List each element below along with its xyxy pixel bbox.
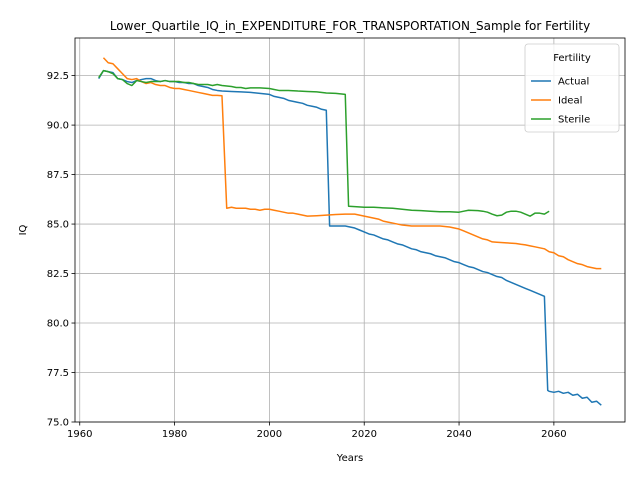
series-line-sterile (98, 69, 550, 217)
grid (75, 38, 625, 423)
plot-frame (74, 37, 626, 423)
y-tick-label: 77.5 (47, 368, 69, 379)
y-tick-label: 87.5 (47, 170, 69, 181)
x-tick-label: 1980 (162, 429, 187, 440)
axis-ticks: 1960 1980 2000 2020 2040 2060 75.0 77.5 80.0 82.5… (47, 71, 567, 440)
legend-entries: Actual Ideal Sterile (531, 77, 590, 126)
x-tick-label: 2040 (446, 429, 471, 440)
x-tick-label: 2060 (541, 429, 566, 440)
chart-title: Lower_Quartile_IQ_in_EXPENDITURE_FOR_TRA… (110, 19, 590, 33)
x-tick-label: 2020 (351, 429, 376, 440)
legend-label-actual: Actual (558, 77, 589, 88)
legend: Fertility Actual Ideal Sterile (524, 43, 620, 133)
legend-label-sterile: Sterile (558, 115, 590, 126)
legend-label-ideal: Ideal (558, 96, 582, 107)
y-tick-label: 85.0 (47, 220, 69, 231)
y-tick-label: 82.5 (47, 269, 69, 280)
y-tick-label: 92.5 (47, 71, 69, 82)
x-tick-label: 1960 (67, 429, 92, 440)
y-tick-label: 90.0 (47, 121, 69, 132)
series-lines (98, 57, 602, 406)
legend-title: Fertility (553, 53, 591, 64)
y-tick-label: 80.0 (47, 319, 69, 330)
y-tick-label: 75.0 (47, 418, 69, 429)
x-axis-label: Years (336, 453, 363, 464)
x-tick-label: 2000 (257, 429, 282, 440)
series-line-ideal (102, 57, 602, 270)
legend-box (524, 43, 620, 133)
y-axis-label: IQ (18, 224, 29, 235)
series-line-actual (98, 69, 602, 406)
